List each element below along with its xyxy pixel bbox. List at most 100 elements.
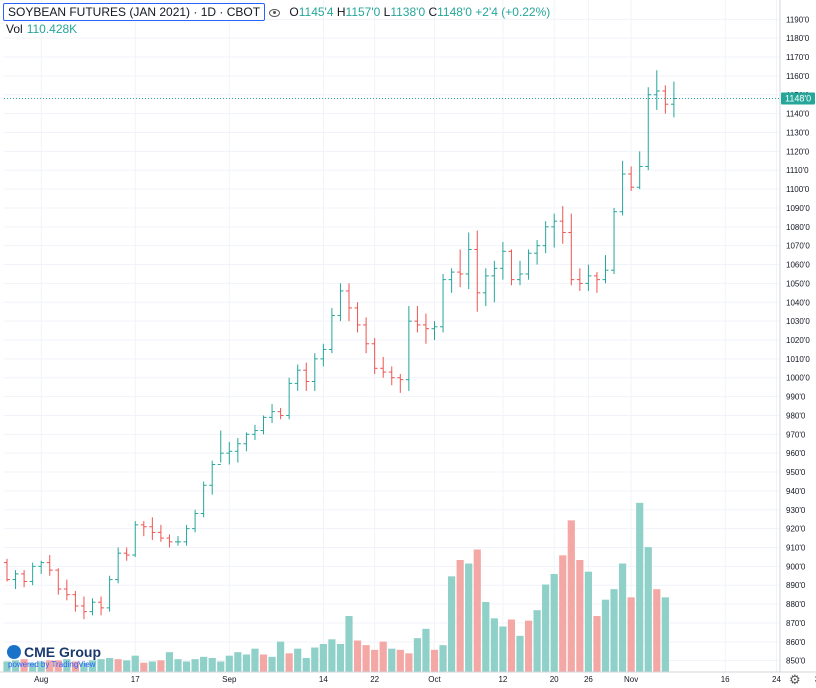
- ohlc-bar: [55, 568, 62, 595]
- volume-bar: [208, 658, 216, 672]
- volume-bar: [465, 563, 473, 672]
- ohlc-bar: [346, 283, 352, 322]
- volume-bar: [285, 653, 293, 672]
- ohlc-bar: [243, 432, 250, 452]
- gear-icon[interactable]: ⚙: [789, 672, 801, 687]
- ohlc-bar: [260, 415, 267, 435]
- symbol-title[interactable]: SOYBEAN FUTURES (JAN 2021) · 1D · CBOT: [3, 3, 266, 21]
- ohlc-bar: [72, 590, 79, 612]
- volume-bar: [106, 658, 114, 672]
- ohlc-bar: [559, 206, 566, 244]
- ohlc-bar: [80, 596, 87, 620]
- price-tick-label: 1090'0: [786, 204, 810, 213]
- volume-bar: [430, 649, 439, 672]
- volume-legend: Vol 110.428K: [6, 22, 77, 36]
- price-tick-label: 1110'0: [786, 166, 809, 175]
- ohlc-bar: [670, 81, 677, 118]
- volume-bar: [422, 628, 430, 672]
- ohlc-bar: [397, 373, 404, 393]
- eye-icon[interactable]: [269, 8, 281, 17]
- ohlc-bar: [585, 264, 592, 291]
- price-tick-label: 1080'0: [786, 223, 810, 232]
- ohlc-bar: [149, 517, 156, 540]
- volume-bar: [71, 661, 79, 672]
- volume-bar: [182, 661, 191, 672]
- ohlc-bar: [363, 317, 370, 354]
- ohlc-values: O1145'4 H1157'0 L1138'0 C1148'0 +2'4 (+0…: [289, 5, 551, 19]
- price-tick-label: 1060'0: [786, 261, 810, 270]
- powered-by-text: powered by TradingView: [8, 660, 96, 669]
- last-price-label: 1148'0: [785, 94, 811, 104]
- volume-bar: [123, 660, 131, 672]
- price-tick-label: 990'0: [786, 393, 806, 402]
- ohlc-bars: [4, 70, 677, 620]
- volume-bar: [234, 652, 242, 672]
- ohlc-bar: [551, 213, 558, 248]
- volume-bar: [131, 655, 139, 672]
- ohlc-bar: [328, 307, 335, 354]
- ohlc-bar: [294, 364, 301, 391]
- ohlc-bar: [132, 521, 139, 557]
- ohlc-bar: [115, 547, 122, 584]
- volume-bar: [345, 616, 353, 672]
- ohlc-bar: [388, 366, 395, 386]
- volume-bar: [516, 635, 524, 672]
- volume-bar: [601, 599, 610, 672]
- ohlc-bar: [371, 338, 378, 374]
- ohlc-bar: [320, 343, 327, 367]
- ohlc-bar: [140, 521, 147, 537]
- volume-bar: [405, 653, 413, 672]
- ohlc-bar: [508, 249, 515, 286]
- ohlc-bar: [619, 160, 626, 216]
- ohlc-bar: [662, 85, 669, 114]
- ohlc-bar: [602, 255, 609, 284]
- time-tick-label: 20: [550, 675, 559, 684]
- volume-bar: [191, 659, 199, 672]
- volume-bar: [482, 602, 490, 672]
- ohlc-bar: [482, 268, 489, 307]
- volume-bar: [148, 661, 156, 672]
- volume-bar: [268, 656, 276, 672]
- volume-bar: [319, 644, 327, 672]
- volume-bar: [661, 597, 669, 672]
- price-tick-label: 1010'0: [786, 355, 810, 364]
- volume-bar: [559, 555, 567, 672]
- price-tick-label: 910'0: [786, 544, 806, 553]
- price-tick-label: 980'0: [786, 411, 806, 420]
- ohlc-bar: [525, 249, 532, 280]
- volume-bar: [533, 610, 541, 672]
- cme-logo[interactable]: CME Group powered by TradingView: [4, 644, 101, 669]
- ohlc-bar: [157, 524, 164, 542]
- price-tick-label: 1140'0: [786, 110, 810, 119]
- volume-bar: [567, 520, 575, 672]
- ohlc-bar: [499, 241, 506, 280]
- volume-bar: [20, 659, 28, 672]
- price-tick-label: 940'0: [786, 487, 806, 496]
- volume-bar: [524, 620, 533, 672]
- time-tick-label: Nov: [624, 675, 638, 684]
- volume-bar: [542, 584, 550, 672]
- volume-bar: [448, 576, 456, 672]
- volume-bar: [97, 659, 105, 672]
- ohlc-bar: [465, 232, 472, 290]
- ohlc-bar: [46, 555, 53, 576]
- volume-bar: [336, 644, 345, 672]
- volume-value: 110.428K: [26, 22, 78, 36]
- volume-bar: [490, 618, 498, 672]
- ohlc-bar: [422, 313, 429, 344]
- time-tick-label: 16: [721, 675, 730, 684]
- ohlc-bar: [542, 221, 549, 254]
- time-tick-label: 22: [370, 675, 379, 684]
- volume-bar: [54, 660, 62, 672]
- price-tick-label: 930'0: [786, 506, 806, 515]
- time-tick-label: Aug: [34, 675, 48, 684]
- price-tick-label: 1030'0: [786, 317, 810, 326]
- price-tick-label: 850'0: [786, 657, 806, 666]
- ohlc-bar: [98, 596, 105, 616]
- volume-bars: [3, 502, 669, 672]
- ohlc-bar: [166, 534, 173, 548]
- ohlc-bar: [448, 268, 455, 293]
- ohlc-bar: [286, 377, 293, 420]
- volume-bar: [353, 640, 362, 672]
